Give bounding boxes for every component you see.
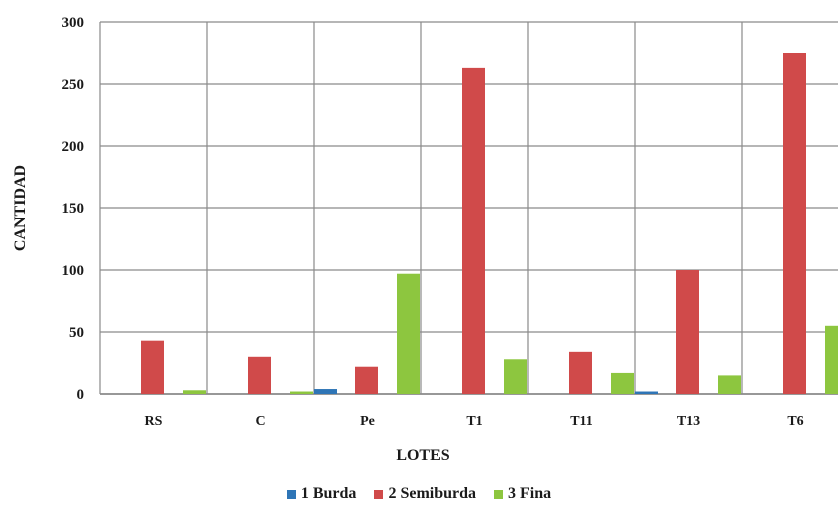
y-tick-label: 50: [69, 325, 84, 341]
legend-label-burda: 1 Burda: [300, 485, 357, 502]
bar-3-fina-t11: [611, 372, 634, 394]
legend-item-burda: 1 Burda: [286, 485, 357, 503]
x-tick-label: C: [255, 414, 265, 429]
y-tick-label: 300: [62, 15, 85, 31]
y-tick-label: 200: [62, 139, 85, 155]
legend-label-semiburda: 2 Semiburda: [388, 485, 477, 502]
legend-label-fina: 3 Fina: [508, 485, 552, 502]
legend-swatch-fina: [494, 489, 504, 499]
bar-2-semiburda-c: [248, 356, 271, 394]
bar-2-semiburda-pe: [355, 366, 378, 394]
bar-3-fina-t1: [504, 359, 527, 394]
bar-3-fina-rs: [183, 390, 206, 394]
bar-3-fina-c: [290, 391, 313, 394]
y-tick-label: 150: [62, 201, 85, 217]
legend-item-fina: 3 Fina: [494, 485, 551, 503]
x-axis-title: LOTES: [396, 447, 449, 464]
bar-3-fina-t13: [718, 375, 741, 394]
bar-3-fina-pe: [397, 273, 420, 394]
bar-2-semiburda-t13: [676, 270, 699, 394]
bar-2-semiburda-t6: [783, 53, 806, 394]
bar-2-semiburda-rs: [141, 340, 164, 394]
legend-swatch-burda: [286, 489, 296, 499]
x-tick-label: T6: [787, 414, 803, 429]
x-tick-labels: RS C Pe T1 T11 T13 T6: [145, 414, 804, 429]
y-tick-label: 100: [62, 263, 85, 279]
y-axis-title: CANTIDAD: [12, 165, 29, 251]
x-tick-label: T11: [570, 414, 593, 429]
legend: 1 Burda 2 Semiburda 3 Fina: [0, 485, 838, 503]
x-tick-label: Pe: [360, 414, 375, 429]
x-tick-label: T13: [677, 414, 700, 429]
bar-1-burda-t13: [635, 391, 658, 394]
bars: [141, 53, 838, 394]
legend-item-semiburda: 2 Semiburda: [374, 485, 476, 503]
y-tick-labels: 0 50 100 150 200 250 300: [62, 15, 85, 403]
legend-swatch-semiburda: [374, 489, 384, 499]
y-tick-label: 0: [77, 387, 85, 403]
x-tick-label: T1: [466, 414, 482, 429]
bar-3-fina-t6: [825, 325, 838, 394]
bar-2-semiburda-t11: [569, 351, 592, 394]
bar-2-semiburda-t1: [462, 67, 485, 394]
x-tick-label: RS: [145, 414, 163, 429]
y-tick-label: 250: [62, 77, 85, 93]
bar-1-burda-pe: [314, 389, 337, 394]
